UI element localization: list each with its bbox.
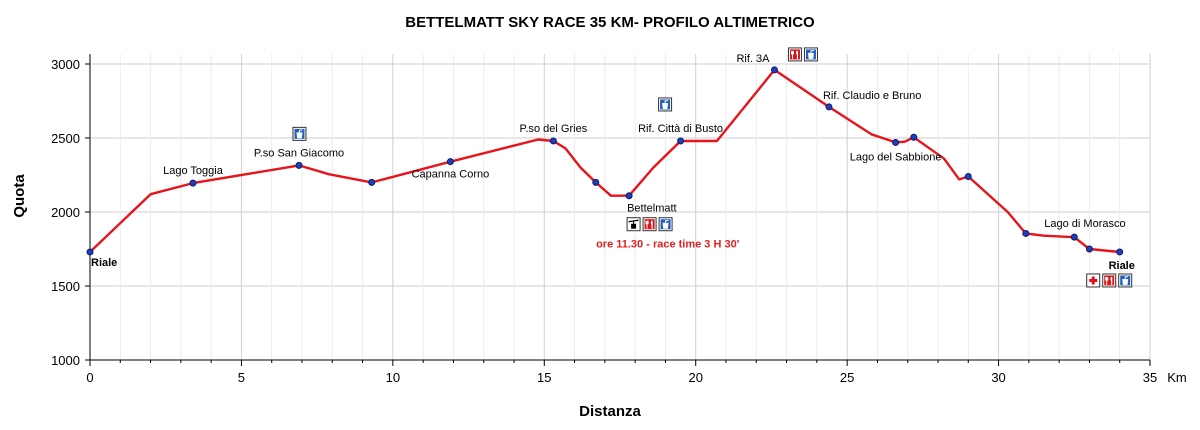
- data-point: [86, 248, 94, 256]
- y-tick-labels: 1000 1500 2000 2500 3000: [51, 57, 80, 368]
- data-point: [368, 178, 376, 186]
- water-icon: [803, 47, 818, 62]
- data-point: [592, 178, 600, 186]
- cross-shape: [1089, 276, 1098, 285]
- marker-group: [86, 66, 1124, 256]
- cup-shape: [807, 52, 814, 59]
- waypoint-label: Lago di Morasco: [1044, 218, 1125, 230]
- elevation-line: [89, 68, 1120, 254]
- data-point: [549, 137, 557, 145]
- waypoint-label: P.so San Giacomo: [254, 147, 344, 159]
- knife-shape: [1110, 276, 1113, 285]
- tap-shape: [810, 49, 815, 53]
- cup-shape: [296, 132, 303, 139]
- waypoint-label: Rif. Città di Busto: [638, 123, 723, 135]
- cup-shape: [662, 102, 669, 109]
- x-tick-labels: 0 5 10 15 20 25 30 35: [86, 370, 1157, 385]
- waypoint-label: Rif. Claudio e Bruno: [823, 90, 921, 102]
- food-icon: [1102, 273, 1117, 288]
- waypoint-label: Lago Toggia: [163, 165, 224, 177]
- waypoint-label: Capanna Corno: [412, 169, 490, 181]
- axes: [85, 54, 1151, 366]
- knife-shape: [650, 220, 653, 229]
- y-tick-label: 1000: [51, 353, 80, 368]
- x-tick-label: 5: [238, 370, 245, 385]
- y-tick-label: 2500: [51, 131, 80, 146]
- y-axis-title: Quota: [11, 174, 28, 218]
- data-point: [825, 103, 833, 111]
- x-tick-label: 25: [840, 370, 854, 385]
- cable-shape: [628, 219, 639, 223]
- waypoint-label: Riale: [1109, 260, 1135, 272]
- first-aid-icon: [1086, 273, 1101, 288]
- data-point: [295, 161, 303, 169]
- gridlines: [90, 54, 1151, 360]
- y-tick-label: 1500: [51, 279, 80, 294]
- y-tick-label: 2000: [51, 205, 80, 220]
- data-point: [625, 192, 633, 200]
- food-icon: [642, 217, 657, 232]
- data-point: [910, 133, 918, 141]
- x-tick-label: 10: [386, 370, 400, 385]
- waypoint-label: Bettelmatt: [627, 203, 677, 215]
- x-tick-label: 15: [537, 370, 551, 385]
- data-point: [1070, 233, 1078, 241]
- data-point: [677, 137, 685, 145]
- knife-shape: [796, 50, 799, 59]
- y-tick-label: 3000: [51, 57, 80, 72]
- water-icon: [292, 126, 307, 141]
- waypoint-labels: Riale Lago Toggia P.so San Giacomo Capanna …: [91, 47, 1135, 288]
- cabin-shape: [631, 223, 637, 229]
- fork-shape: [1105, 276, 1109, 285]
- x-tick-label: 35: [1143, 370, 1157, 385]
- x-tick-label: 0: [86, 370, 93, 385]
- water-icon: [1118, 273, 1133, 288]
- tap-shape: [665, 219, 669, 223]
- fork-shape: [645, 220, 649, 229]
- series-group: [89, 68, 1120, 254]
- data-point: [1085, 245, 1093, 253]
- data-point: [1116, 248, 1124, 256]
- data-point: [770, 66, 778, 74]
- water-icon: [658, 217, 673, 232]
- tap-shape: [664, 99, 669, 103]
- data-point: [892, 138, 900, 146]
- waypoint-label: Riale: [91, 257, 117, 269]
- data-point: [189, 179, 197, 187]
- data-point: [446, 158, 454, 166]
- fork-shape: [790, 50, 794, 59]
- cup-shape: [1122, 278, 1129, 285]
- waypoint-label: P.so del Gries: [520, 123, 588, 135]
- icon-fill: [789, 49, 800, 60]
- x-tick-label: 30: [991, 370, 1005, 385]
- tap-shape: [1124, 275, 1129, 279]
- waypoint-label: Rif. 3A: [736, 53, 770, 65]
- x-unit-label: Km: [1167, 370, 1187, 385]
- x-tick-label: 20: [688, 370, 702, 385]
- data-point: [964, 172, 972, 180]
- icon-fill: [644, 219, 655, 230]
- icon-fill: [1104, 275, 1115, 286]
- water-icon: [658, 97, 673, 112]
- chart-title: BETTELMATT SKY RACE 35 KM- PROFILO ALTIM…: [405, 14, 815, 31]
- race-time-note: ore 11.30 - race time 3 H 30': [596, 239, 740, 251]
- data-point: [1022, 229, 1030, 237]
- food-icon: [787, 47, 802, 62]
- tap-shape: [298, 129, 303, 133]
- aerial-lift-icon: [626, 217, 641, 232]
- x-axis-title: Distanza: [579, 403, 641, 420]
- waypoint-label: Lago del Sabbione: [850, 151, 942, 163]
- cup-shape: [662, 222, 669, 229]
